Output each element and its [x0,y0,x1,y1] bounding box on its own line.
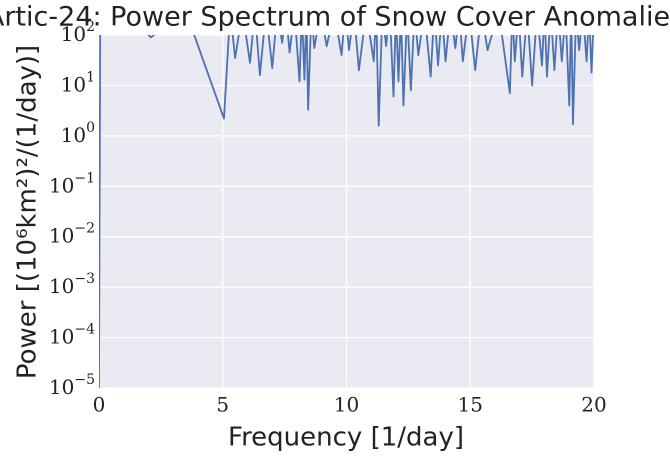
chart-title: Artic-24: Power Spectrum of Snow Cover A… [0,2,670,33]
y-tick-label: 10−4 [49,322,95,349]
plot-area [99,35,594,388]
x-tick-label: 20 [581,393,606,417]
x-tick-label: 15 [458,393,483,417]
x-axis-label: Frequency [1/day] [228,423,464,453]
y-tick-label: 100 [61,120,95,147]
x-tick-label: 0 [93,393,106,417]
x-tick-label: 5 [216,393,229,417]
y-tick-label: 10−1 [49,170,95,197]
y-axis-label: Power [(10⁶km²)²/(1/day)] [13,45,43,379]
y-tick-label: 102 [61,19,95,46]
y-tick-label: 10−5 [49,372,95,399]
grid [98,34,595,389]
data-line [99,35,594,388]
y-tick-label: 10−3 [49,271,95,298]
y-tick-label: 101 [61,69,95,96]
x-tick-label: 10 [334,393,359,417]
y-tick-label: 10−2 [49,221,95,248]
